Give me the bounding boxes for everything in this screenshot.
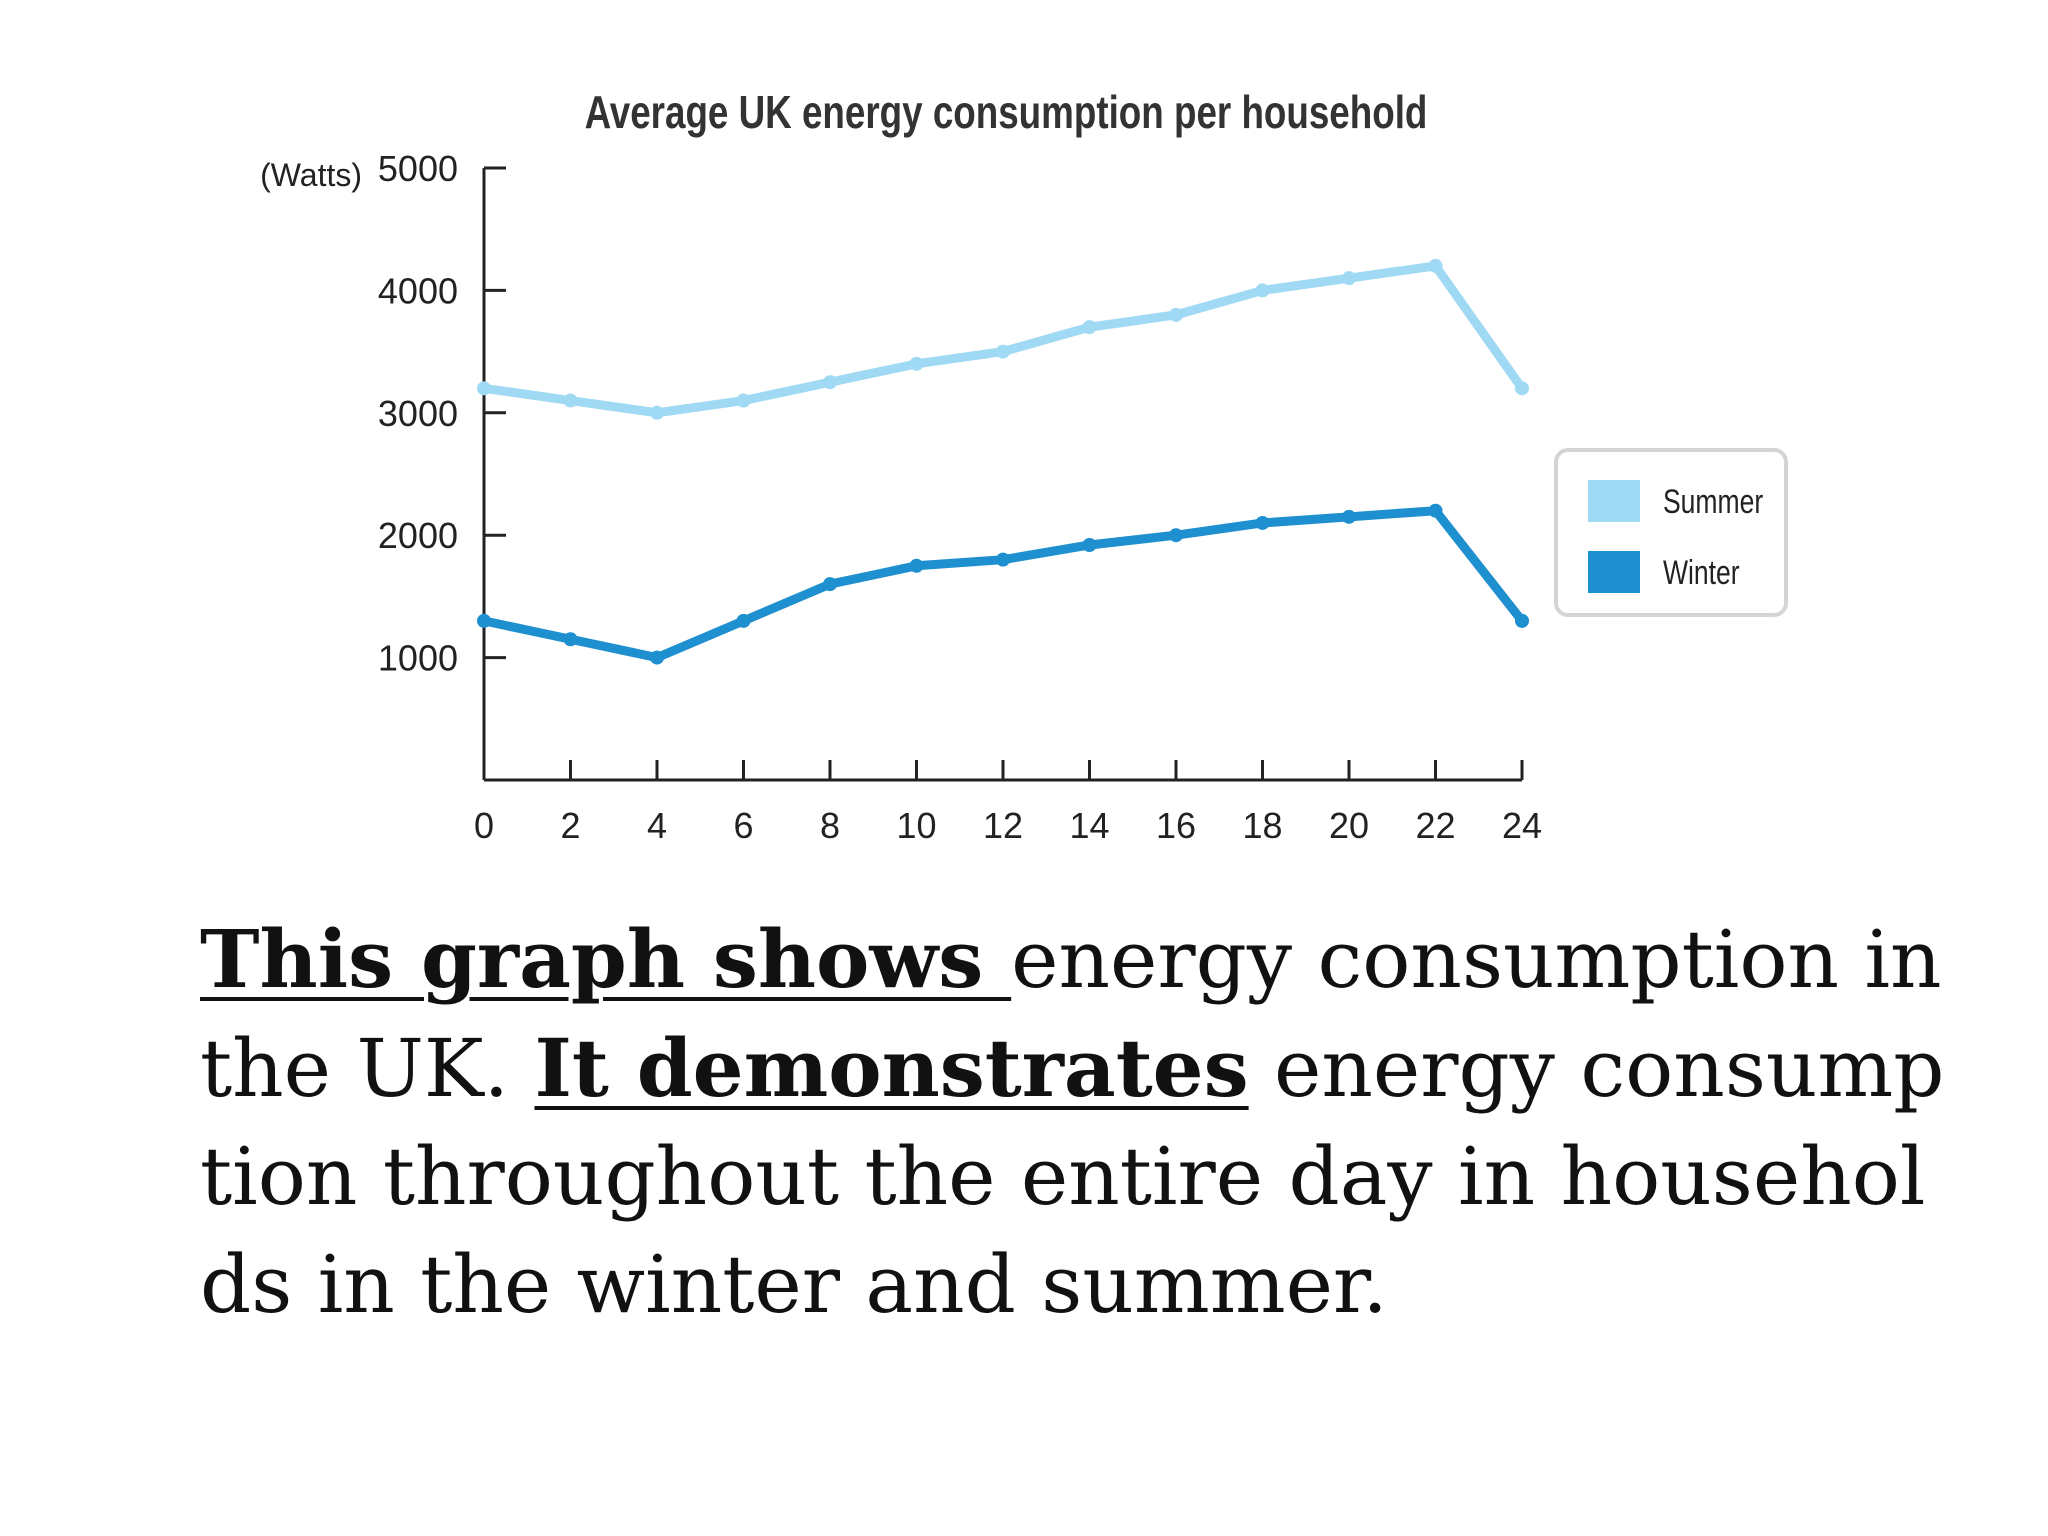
data-point-winter <box>1342 509 1356 524</box>
data-point-winter <box>736 613 751 628</box>
x-tick-label: 2 <box>560 805 580 846</box>
data-point-summer <box>650 405 664 420</box>
data-point-summer <box>1082 320 1097 335</box>
y-tick-label: 5000 <box>378 148 458 189</box>
data-point-summer <box>1342 271 1356 286</box>
y-tick-label: 1000 <box>378 638 458 679</box>
series-line-winter <box>479 506 1527 663</box>
data-point-summer <box>736 393 751 408</box>
data-point-winter <box>823 577 837 592</box>
y-tick-label: 2000 <box>378 515 458 556</box>
x-tick-label: 16 <box>1156 805 1196 846</box>
legend-label-summer: Summer <box>1663 483 1763 521</box>
data-point-summer <box>1428 258 1443 273</box>
x-tick-label: 18 <box>1242 805 1282 846</box>
data-point-summer <box>563 393 578 408</box>
data-point-summer <box>1255 283 1270 298</box>
chart-title: Average UK energy consumption per househ… <box>585 86 1428 138</box>
x-tick-label: 4 <box>647 805 667 846</box>
y-axis-label: (Watts) <box>260 157 362 193</box>
line-chart: Average UK energy consumption per househ… <box>260 86 1788 846</box>
caption-text: This graph shows energy consumption in t… <box>200 905 1960 1339</box>
data-point-summer <box>1515 381 1529 396</box>
data-point-winter <box>909 558 924 573</box>
x-tick-label: 0 <box>474 805 494 846</box>
data-point-summer <box>823 375 837 390</box>
data-point-winter <box>1169 528 1183 543</box>
data-point-winter <box>477 613 491 628</box>
legend-swatch-summer <box>1588 480 1640 522</box>
caption-bold-1: This graph shows <box>200 912 1012 1006</box>
data-point-winter <box>1082 537 1097 552</box>
data-point-summer <box>477 381 491 396</box>
x-tick-label: 6 <box>733 805 753 846</box>
data-point-winter <box>1515 613 1529 628</box>
data-point-summer <box>996 344 1010 359</box>
data-point-winter <box>1428 503 1443 518</box>
series-line-summer <box>479 261 1527 418</box>
data-point-winter <box>1255 515 1270 530</box>
data-point-winter <box>650 650 664 665</box>
x-tick-label: 24 <box>1502 805 1542 846</box>
data-point-winter <box>563 632 578 647</box>
x-tick-label: 14 <box>1069 805 1109 846</box>
x-tick-label: 20 <box>1329 805 1369 846</box>
legend-label-winter: Winter <box>1663 554 1740 592</box>
x-tick-label: 22 <box>1415 805 1455 846</box>
legend-swatch-winter <box>1588 551 1640 593</box>
x-tick-label: 10 <box>896 805 936 846</box>
data-point-summer <box>1169 307 1183 322</box>
data-point-summer <box>909 356 924 371</box>
x-tick-label: 12 <box>983 805 1023 846</box>
caption-bold-2: It demonstrates <box>534 1021 1249 1115</box>
y-tick-label: 4000 <box>378 270 458 311</box>
x-tick-label: 8 <box>820 805 840 846</box>
y-tick-label: 3000 <box>378 393 458 434</box>
caption-text-1: energy consumption in the UK. <box>200 913 1942 1115</box>
caption-text-2: energy consumption throughout the entire… <box>200 1022 1945 1331</box>
data-point-winter <box>996 552 1010 567</box>
